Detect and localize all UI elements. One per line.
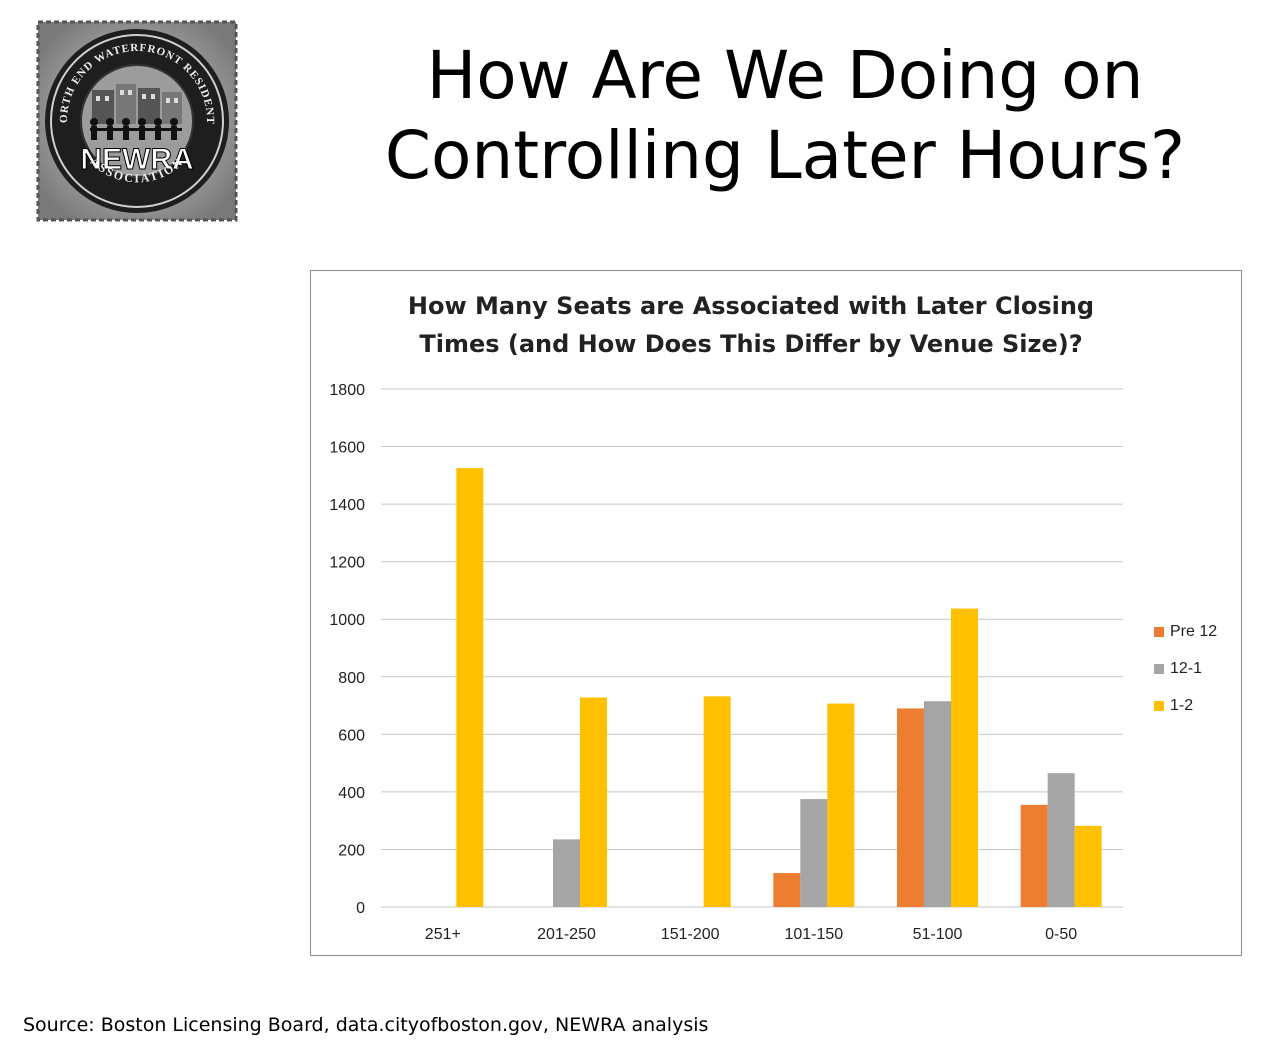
y-tick-label: 0 <box>356 900 365 917</box>
chart-legend: Pre 12 12-1 1-2 <box>1154 613 1217 724</box>
y-tick-label: 200 <box>338 842 365 859</box>
bar-1-2-151-200 <box>703 696 731 907</box>
bar-1-2-251+ <box>456 468 484 907</box>
bar-1-2-201-250 <box>580 697 607 907</box>
bar-pre-12-101-150 <box>773 873 801 907</box>
y-tick-label: 400 <box>338 785 365 802</box>
legend-item: 1-2 <box>1154 687 1217 724</box>
x-tick-label: 101-150 <box>784 926 843 943</box>
y-tick-label: 1800 <box>329 382 365 399</box>
y-tick-label: 1000 <box>329 612 365 629</box>
slide-title: How Are We Doing on Controlling Later Ho… <box>384 37 1186 194</box>
y-tick-label: 1400 <box>329 497 365 514</box>
legend-label: 1-2 <box>1170 696 1194 714</box>
y-tick-label: 600 <box>338 727 365 744</box>
bar-12-1-101-150 <box>800 799 828 907</box>
x-tick-label: 51-100 <box>913 926 963 943</box>
legend-label: Pre 12 <box>1170 622 1218 640</box>
chart-frame: How Many Seats are Associated with Later… <box>310 270 1242 956</box>
y-tick-label: 1200 <box>329 555 365 572</box>
y-tick-label: 1600 <box>329 440 365 457</box>
bar-1-2-51-100 <box>951 608 978 907</box>
legend-item: 12-1 <box>1154 650 1217 687</box>
bar-pre-12-51-100 <box>897 708 924 907</box>
y-tick-label: 800 <box>338 670 365 687</box>
legend-swatch <box>1154 663 1164 674</box>
legend-swatch <box>1154 626 1164 637</box>
bar-1-2-101-150 <box>827 703 855 907</box>
bar-chart: 0 200 400 600 800 1000 1200 1400 1600 1800 251+ 201… <box>329 382 1123 943</box>
bar-1-2-0-50 <box>1074 825 1102 907</box>
chart-title: How Many Seats are Associated with Later… <box>407 292 1095 358</box>
bar-12-1-51-100 <box>924 701 951 907</box>
logo-acronym: NEWRA <box>80 143 193 176</box>
legend-swatch <box>1154 700 1164 711</box>
x-tick-label: 201-250 <box>537 926 596 943</box>
bar-12-1-201-250 <box>553 839 580 907</box>
bar-12-1-0-50 <box>1047 773 1075 907</box>
x-tick-label: 0-50 <box>1045 926 1077 943</box>
x-tick-label: 151-200 <box>661 926 720 943</box>
source-note: Source: Boston Licensing Board, data.cit… <box>23 1014 709 1036</box>
newra-logo-graphic: NEWRA NORTH END WATERFRONT RESIDENTS ASS… <box>30 9 238 222</box>
x-tick-label: 251+ <box>425 926 461 943</box>
legend-item: Pre 12 <box>1154 613 1217 650</box>
newra-logo: NEWRA NORTH END WATERFRONT RESIDENTS ASS… <box>30 9 240 224</box>
legend-label: 12-1 <box>1170 659 1203 677</box>
bar-pre-12-0-50 <box>1020 804 1048 907</box>
